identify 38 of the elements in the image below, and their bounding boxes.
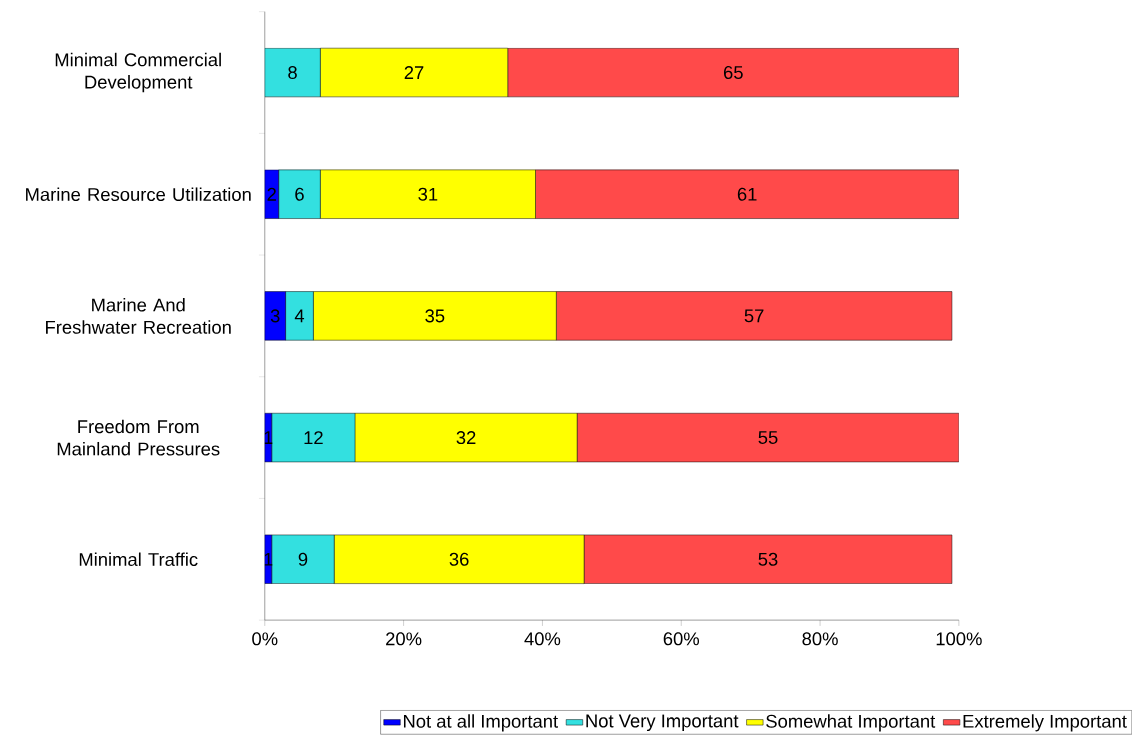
data-label: 4 bbox=[294, 309, 305, 323]
bar bbox=[264, 48, 321, 98]
data-label: 27 bbox=[404, 66, 424, 80]
data-label: 65 bbox=[723, 66, 743, 80]
data-label: 2 bbox=[267, 187, 276, 201]
data-label: 32 bbox=[456, 431, 476, 445]
legend-label: Extremely Important bbox=[963, 714, 1127, 732]
x-tick-label: 20% bbox=[386, 632, 422, 646]
data-label: 31 bbox=[418, 187, 438, 201]
bar bbox=[278, 169, 321, 219]
y-tick-label: Marine Resource Utilization bbox=[26, 187, 251, 202]
bar bbox=[264, 291, 286, 341]
data-label: 9 bbox=[298, 552, 308, 566]
legend-label: Somewhat Important bbox=[766, 714, 936, 732]
data-label: 12 bbox=[304, 431, 323, 445]
y-tick-label: Freedom From Mainland Pressures bbox=[57, 419, 220, 456]
x-tick-label: 80% bbox=[802, 632, 838, 646]
legend-label: Not Very Important bbox=[586, 714, 739, 732]
bar bbox=[271, 534, 335, 584]
y-tick-label: Minimal Commercial Development bbox=[55, 52, 221, 93]
x-tick-label: 0% bbox=[252, 632, 278, 646]
data-label: 35 bbox=[425, 309, 445, 323]
data-label: 3 bbox=[270, 309, 280, 323]
data-label: 53 bbox=[758, 552, 778, 566]
x-tick-label: 100% bbox=[936, 632, 982, 646]
y-tick-label: Marine And Freshwater Recreation bbox=[46, 298, 231, 334]
x-tick-label: 40% bbox=[524, 632, 561, 646]
bar bbox=[285, 291, 314, 341]
data-label: 61 bbox=[737, 187, 757, 201]
data-label: 55 bbox=[758, 431, 778, 445]
data-label: 8 bbox=[288, 66, 297, 80]
x-tick-label: 60% bbox=[663, 632, 700, 646]
bar bbox=[271, 413, 356, 463]
data-label: 6 bbox=[295, 187, 304, 201]
data-label: 57 bbox=[744, 309, 764, 323]
data-label: 36 bbox=[449, 552, 469, 566]
legend-label: Not at all Important bbox=[403, 714, 558, 732]
y-tick-label: Minimal Traffic bbox=[79, 552, 198, 567]
